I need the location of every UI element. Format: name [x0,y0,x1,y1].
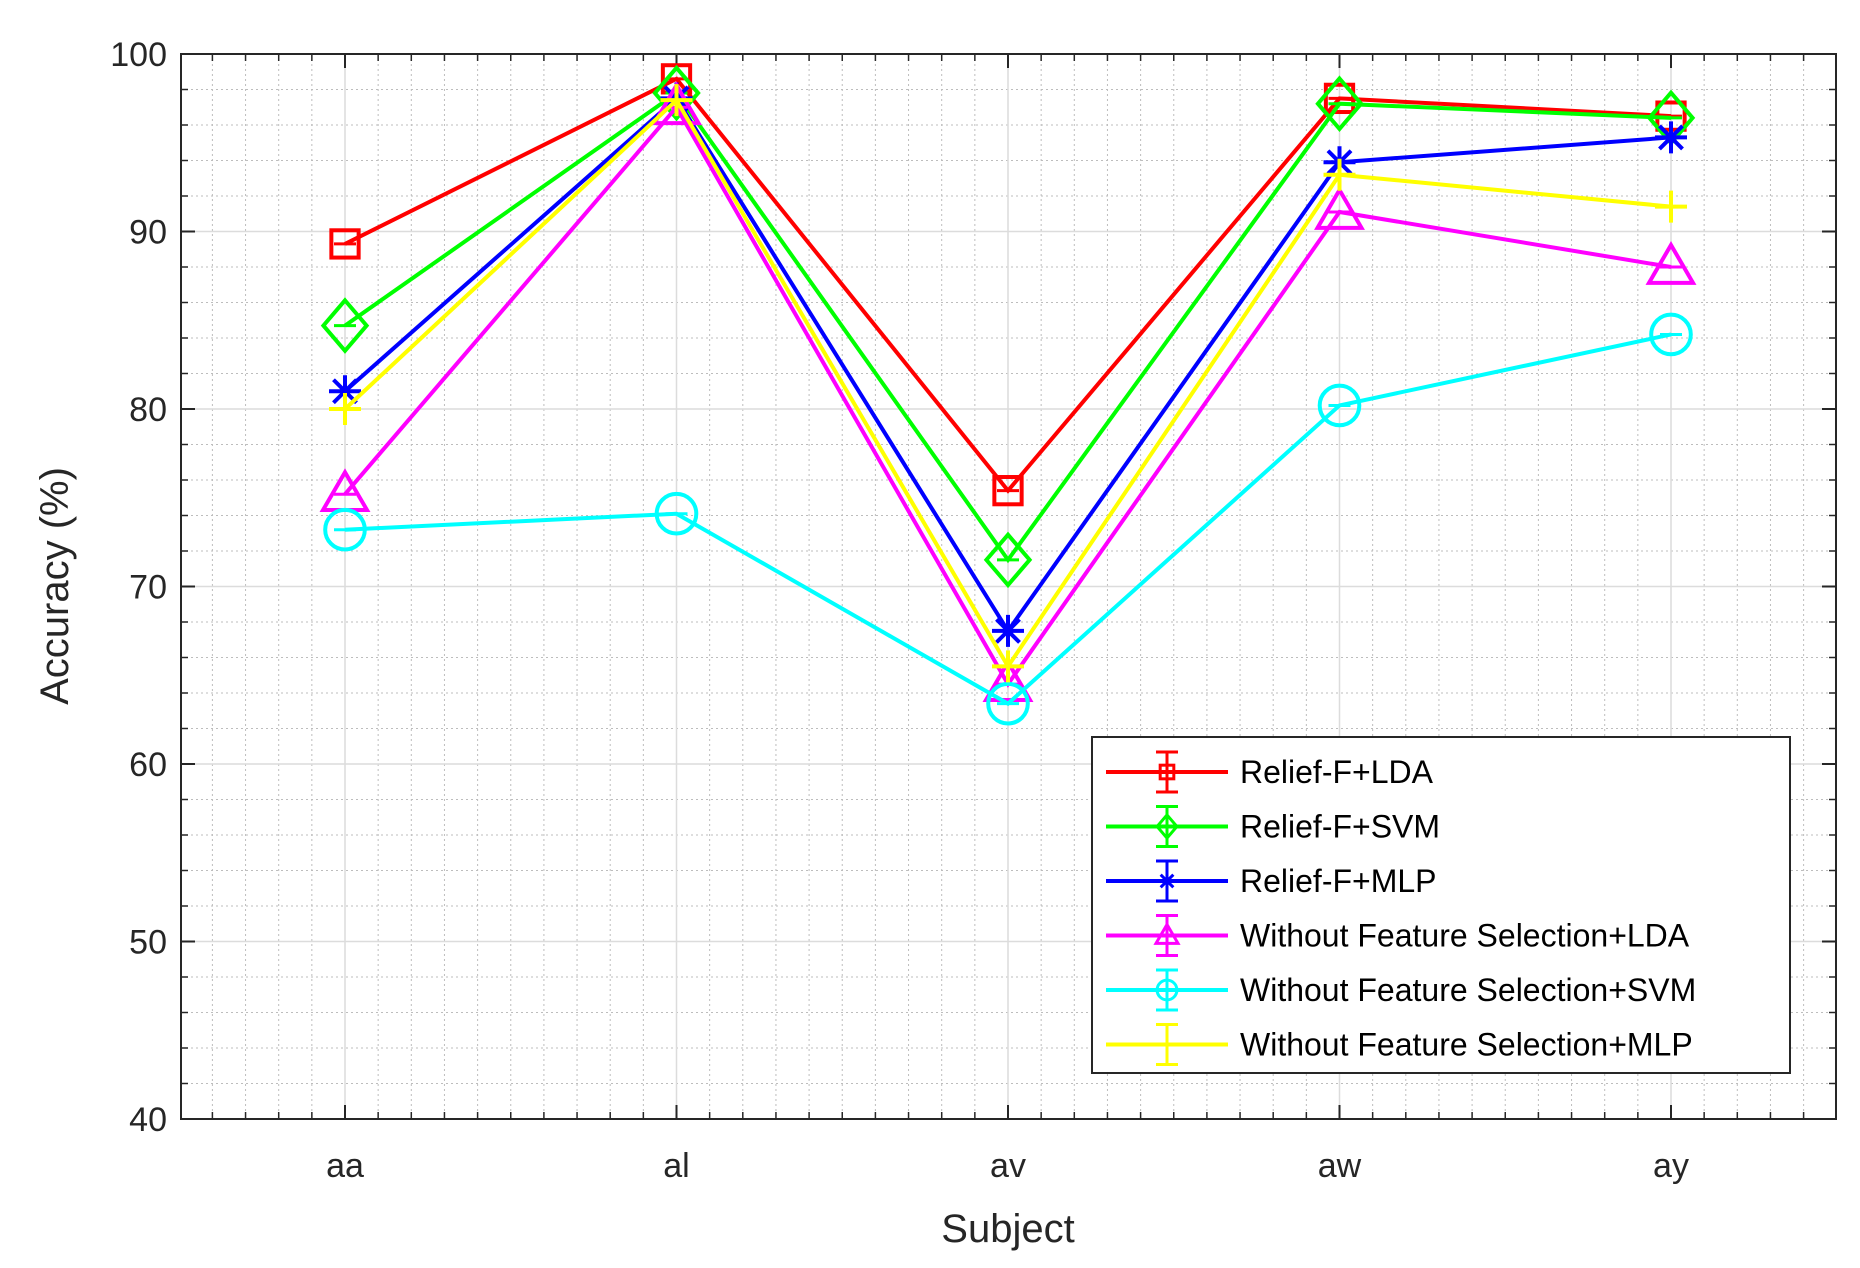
legend-label: Relief-F+MLP [1240,863,1437,899]
legend-label: Without Feature Selection+LDA [1240,918,1690,954]
x-tick-label: al [663,1147,689,1185]
y-tick-label: 70 [129,569,167,607]
x-tick-label: ay [1653,1147,1689,1185]
legend-label: Without Feature Selection+SVM [1240,972,1696,1008]
data-point [1655,121,1687,154]
series-5 [329,84,1687,683]
legend-item: Without Feature Selection+MLP [1106,1023,1693,1066]
legend-item: Relief-F+MLP [1106,859,1437,903]
data-point [992,475,1024,507]
minor-grid [181,54,1836,1119]
data-point [323,507,367,552]
data-point [992,650,1024,683]
data-point [660,84,693,117]
legend-item: Relief-F+LDA [1106,750,1434,794]
data-point [1649,312,1693,357]
y-tick-label: 40 [129,1101,167,1139]
legend-marker [1158,872,1176,890]
legend-label: Relief-F+LDA [1240,754,1434,790]
x-tick-label: aa [326,1147,364,1185]
data-point [654,491,699,536]
legend-item: Without Feature Selection+SVM [1106,968,1696,1012]
legend-marker [1158,1035,1176,1054]
y-tick-label: 50 [129,924,167,962]
data-point [986,681,1030,726]
x-tick-label: av [990,1147,1026,1185]
legend-marker [1153,921,1181,945]
series-1 [320,64,1696,589]
x-axis-title: Subject [941,1207,1074,1251]
y-axis-title: Accuracy (%) [33,467,77,705]
legend-marker [1155,978,1179,1002]
y-tick-label: 60 [129,746,167,784]
data-point [982,658,1034,702]
data-point [329,375,361,408]
data-point [320,297,370,354]
data-point [329,393,361,425]
data-point [1317,383,1362,428]
data-point [651,81,702,126]
y-tick-label: 80 [129,391,167,429]
data-point [329,228,361,260]
data-point [1323,158,1356,191]
legend-marker [1158,763,1176,781]
legend-item: Relief-F+SVM [1106,805,1440,848]
y-tick-label: 100 [110,36,167,74]
data-point [1645,241,1697,285]
legend-label: Relief-F+SVM [1240,809,1440,845]
legend-marker [1155,812,1179,841]
data-point [1323,82,1356,115]
data-point [1315,75,1364,132]
data-point [992,614,1024,647]
axis-ticks [181,53,1836,1120]
data-point [652,64,701,122]
x-tick-label: aw [1318,1147,1362,1185]
data-point [1655,190,1687,223]
y-tick-labels: 40 50 60 70 80 90 100 [110,36,167,1139]
legend: Relief-F+LDA Relief-F+SVM Relief-F+MLP With… [1091,736,1791,1074]
y-tick-label: 90 [129,214,167,252]
series-4 [323,312,1693,726]
data-point [1314,185,1365,230]
legend-item: Without Feature Selection+LDA [1106,914,1690,957]
legend-label: Without Feature Selection+MLP [1240,1027,1693,1063]
x-tick-labels: aa al av aw ay [326,1147,1689,1185]
legend-box [1091,736,1791,1074]
data-point [983,531,1033,589]
series-layer [319,63,1697,726]
